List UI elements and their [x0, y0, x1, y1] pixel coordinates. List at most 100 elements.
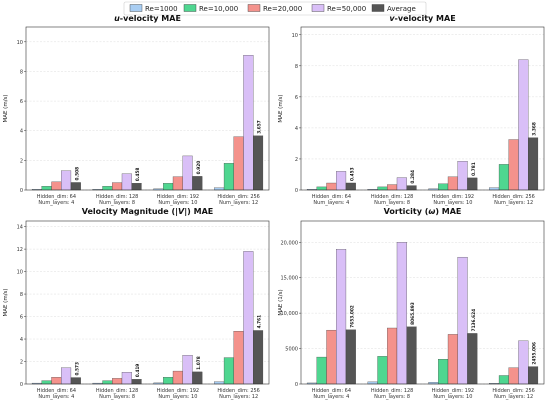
bar-u-velocity-average-2: [192, 176, 203, 191]
bar-u-velocity-re20000-1: [112, 182, 123, 191]
legend: Re=1000 Re=10,000 Re=20,000 Re=50,000 Av…: [123, 1, 427, 16]
bar-u-velocity-average-1: [131, 183, 142, 191]
x-tick-label: Hidden_dim: 64: [312, 194, 351, 200]
bar-vorticity-re1000-1: [367, 381, 378, 385]
bar-velocity-magnitude-re50000-0: [61, 367, 72, 385]
x-tick-label: Num_layers: 10: [433, 200, 472, 206]
bar-v-velocity-re10000-2: [438, 183, 449, 191]
bar-v-velocity-re10000-0: [316, 186, 327, 191]
bar-u-velocity-re10000-2: [163, 183, 174, 191]
chart-title-velocity-magnitude: Velocity Magnitude (|V|) MAE: [82, 207, 213, 216]
y-tick-label: 4: [295, 126, 298, 132]
legend-swatch-re1000: [129, 4, 143, 12]
legend-entry-re20000: Re=20,000: [247, 4, 302, 13]
bar-v-velocity-re20000-2: [447, 176, 458, 191]
plot-area: [26, 27, 269, 190]
x-tick-label: Num_layers: 10: [158, 200, 197, 206]
legend-entry-re10000: Re=10,000: [183, 4, 238, 13]
bar-velocity-magnitude-re1000-3: [214, 381, 225, 385]
panel-velocity-magnitude: Velocity Magnitude (|V|) MAE 0 2 4 6 8 10 12 14 0…: [3, 207, 270, 400]
legend-entry-re50000: Re=50,000: [311, 4, 366, 13]
bar-vorticity-average-2: [467, 333, 478, 385]
legend-label-re50000: Re=50,000: [327, 5, 366, 13]
x-tick-label: Num_layers: 8: [99, 200, 135, 206]
bar-v-velocity-re20000-3: [508, 139, 519, 191]
x-tick-label: Hidden_dim: 128: [96, 388, 139, 394]
bar-velocity-magnitude-re50000-1: [121, 372, 132, 385]
plot-area: [301, 27, 544, 190]
bar-velocity-magnitude-re20000-2: [172, 370, 183, 385]
y-tick-label: 0: [20, 188, 23, 194]
axes-border: [25, 220, 270, 385]
x-tick-label: Hidden_dim: 128: [96, 194, 139, 200]
y-tick-label: 12: [17, 247, 23, 253]
bar-velocity-magnitude-re10000-0: [41, 380, 52, 385]
legend-swatch-re20000: [247, 4, 261, 12]
bar-vorticity-average-3: [528, 366, 539, 385]
y-axis-label: MAE (1/s): [278, 289, 284, 315]
bar-velocity-magnitude-re50000-2: [182, 355, 193, 385]
legend-frame: [123, 1, 427, 16]
x-tick-label: Hidden_dim: 128: [371, 388, 414, 394]
x-tick-label: Hidden_dim: 192: [157, 388, 200, 394]
y-tick-label: 6: [20, 315, 23, 321]
bar-velocity-magnitude-re20000-1: [112, 378, 123, 385]
panel-u-velocity: u-velocity MAE 0 2 4 6 8 10 0.508 0.458 0.920 3.65…: [3, 14, 270, 206]
bar-vorticity-re50000-3: [518, 340, 529, 385]
bar-vorticity-re50000-1: [396, 242, 407, 385]
value-label: 2455.006: [532, 342, 538, 365]
y-tick-label: 15,000: [281, 276, 299, 282]
panel-vorticity: Vorticity (ω) MAE 0 5000 10,000 15,000 20,000…: [278, 207, 545, 400]
bar-vorticity-re20000-2: [447, 334, 458, 385]
bar-vorticity-re10000-0: [316, 356, 327, 385]
x-tick-label: Hidden_dim: 256: [217, 388, 260, 394]
value-label: 7653.002: [349, 305, 355, 328]
x-tick-label: Num_layers: 10: [433, 394, 472, 400]
x-tick-label: Num_layers: 12: [494, 200, 533, 206]
x-tick-label: Hidden_dim: 64: [37, 388, 76, 394]
bar-vorticity-re50000-2: [457, 256, 468, 385]
x-tick-label: Num_layers: 10: [158, 394, 197, 400]
x-tick-label: Num_layers: 12: [494, 394, 533, 400]
value-label: 0.573: [74, 362, 80, 376]
x-tick-label: Hidden_dim: 256: [217, 194, 260, 200]
x-tick-label: Num_layers: 4: [313, 200, 349, 206]
bar-u-velocity-re20000-2: [172, 176, 183, 191]
chart-title-v-velocity: v-velocity MAE: [389, 14, 455, 23]
x-tick-label: Hidden_dim: 64: [312, 388, 351, 394]
y-tick-label: 10: [17, 270, 23, 276]
bar-velocity-magnitude-re10000-2: [163, 377, 174, 385]
y-tick-label: 8: [20, 292, 23, 298]
x-tick-label: Num_layers: 8: [374, 200, 410, 206]
value-label: 0.781: [471, 162, 477, 176]
value-label: 0.458: [135, 168, 141, 182]
panel-v-velocity: v-velocity MAE 0 2 4 6 8 10 0.453 0.284 0.781 3.36…: [278, 14, 545, 206]
x-tick-label: Num_layers: 12: [219, 394, 258, 400]
y-tick-label: 2: [20, 158, 23, 164]
legend-entry-re1000: Re=1000: [129, 4, 178, 13]
y-tick-label: 0: [295, 188, 298, 194]
y-tick-label: 20,000: [281, 240, 299, 246]
bar-v-velocity-average-1: [406, 185, 417, 191]
x-tick-label: Hidden_dim: 256: [492, 388, 535, 394]
x-tick-label: Num_layers: 4: [38, 394, 74, 400]
y-axis-label: MAE (m/s): [278, 94, 284, 122]
value-label: 3.657: [257, 120, 263, 134]
y-tick-label: 2: [20, 360, 23, 366]
bar-u-velocity-re20000-3: [233, 136, 244, 191]
x-tick-label: Hidden_dim: 128: [371, 194, 414, 200]
y-tick-label: 0: [20, 382, 23, 388]
bar-velocity-magnitude-re10000-3: [223, 357, 234, 385]
value-label: 3.368: [532, 122, 538, 136]
y-tick-label: 8: [20, 69, 23, 75]
bar-u-velocity-re1000-3: [214, 187, 225, 191]
bar-velocity-magnitude-re10000-1: [102, 380, 113, 385]
x-tick-label: Num_layers: 12: [219, 200, 258, 206]
bar-u-velocity-re10000-1: [102, 186, 113, 191]
bar-velocity-magnitude-re50000-3: [243, 251, 254, 385]
axes-border: [300, 220, 545, 385]
bar-vorticity-re20000-0: [326, 329, 337, 385]
x-tick-label: Num_layers: 4: [313, 394, 349, 400]
y-tick-label: 0: [295, 382, 298, 388]
